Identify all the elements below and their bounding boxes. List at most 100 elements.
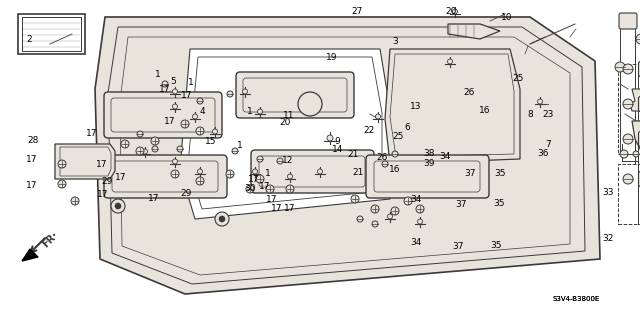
Polygon shape	[95, 17, 600, 294]
Text: 5: 5	[171, 77, 176, 86]
Circle shape	[212, 129, 218, 134]
Text: 10: 10	[501, 13, 513, 22]
Text: 3: 3	[392, 37, 397, 46]
Text: 35: 35	[493, 199, 505, 208]
Circle shape	[623, 134, 633, 144]
Circle shape	[58, 160, 66, 168]
Text: 6: 6	[404, 123, 410, 132]
Circle shape	[286, 185, 294, 193]
Text: 11: 11	[283, 111, 294, 120]
Text: 17: 17	[148, 194, 159, 203]
FancyBboxPatch shape	[639, 131, 640, 146]
Circle shape	[298, 92, 322, 116]
Circle shape	[317, 169, 323, 174]
Text: 1: 1	[156, 70, 161, 78]
FancyBboxPatch shape	[619, 13, 637, 29]
Text: 26: 26	[463, 88, 475, 97]
FancyBboxPatch shape	[251, 150, 374, 193]
Circle shape	[193, 114, 198, 119]
Text: 21: 21	[352, 168, 364, 177]
Text: 17: 17	[159, 85, 171, 94]
Circle shape	[215, 212, 229, 226]
Text: 22: 22	[363, 126, 374, 135]
Text: 35: 35	[495, 169, 506, 178]
Bar	[620, 14, 635, 154]
Text: 32: 32	[602, 234, 614, 243]
Circle shape	[257, 156, 263, 162]
Text: 7: 7	[546, 140, 551, 149]
Circle shape	[287, 174, 292, 179]
Text: 17: 17	[180, 91, 192, 100]
Circle shape	[121, 140, 129, 148]
Circle shape	[253, 169, 257, 174]
Text: 12: 12	[282, 156, 294, 165]
Text: 34: 34	[410, 195, 422, 204]
Circle shape	[633, 151, 639, 157]
Circle shape	[376, 114, 381, 119]
Circle shape	[196, 177, 204, 185]
Text: 34: 34	[410, 238, 422, 247]
Circle shape	[173, 159, 177, 164]
Text: 17: 17	[26, 181, 38, 189]
Text: 17: 17	[284, 204, 295, 213]
Text: 19: 19	[326, 53, 337, 62]
Text: S3V4-B3800E: S3V4-B3800E	[552, 296, 600, 302]
Circle shape	[58, 180, 66, 188]
Circle shape	[243, 89, 248, 94]
Text: 37: 37	[455, 200, 467, 209]
Text: 28: 28	[28, 136, 39, 145]
Circle shape	[137, 131, 143, 137]
Circle shape	[623, 99, 633, 109]
Circle shape	[257, 109, 262, 114]
Text: 1: 1	[237, 141, 242, 150]
Text: 26: 26	[376, 153, 388, 162]
Text: 17: 17	[248, 175, 260, 184]
Text: 25: 25	[513, 74, 524, 83]
Circle shape	[152, 146, 158, 152]
Circle shape	[173, 104, 177, 109]
Text: 37: 37	[465, 169, 476, 178]
Text: 39: 39	[423, 159, 435, 168]
Text: 20: 20	[445, 7, 457, 16]
Text: 1: 1	[188, 78, 193, 87]
Text: 17: 17	[259, 182, 271, 191]
Circle shape	[198, 169, 202, 174]
Text: 2: 2	[26, 35, 31, 44]
Text: 17: 17	[164, 117, 175, 126]
Polygon shape	[632, 121, 640, 154]
Circle shape	[372, 221, 378, 227]
Circle shape	[404, 197, 412, 205]
Circle shape	[351, 195, 359, 203]
Circle shape	[620, 150, 628, 158]
Circle shape	[357, 216, 363, 222]
Circle shape	[115, 203, 121, 209]
Circle shape	[623, 174, 633, 184]
FancyBboxPatch shape	[104, 92, 222, 138]
Circle shape	[538, 99, 543, 104]
Text: 4: 4	[200, 107, 205, 116]
Circle shape	[387, 214, 392, 219]
Text: 20: 20	[279, 118, 291, 127]
Text: 1: 1	[265, 169, 270, 178]
Text: 23: 23	[543, 110, 554, 119]
Text: 17: 17	[26, 155, 38, 164]
Bar	[618, 64, 640, 154]
Circle shape	[71, 197, 79, 205]
Text: S3V4-B3800E: S3V4-B3800E	[552, 296, 600, 302]
Circle shape	[266, 185, 274, 193]
Text: 9: 9	[335, 137, 340, 146]
Text: 16: 16	[388, 165, 400, 174]
FancyBboxPatch shape	[236, 72, 354, 118]
Circle shape	[256, 175, 264, 183]
Circle shape	[181, 120, 189, 128]
Text: 29: 29	[180, 189, 191, 198]
Text: 35: 35	[490, 241, 502, 250]
Text: 17: 17	[97, 190, 108, 199]
Circle shape	[226, 170, 234, 178]
Text: 14: 14	[332, 145, 343, 154]
Circle shape	[111, 199, 125, 213]
Text: 13: 13	[410, 102, 421, 111]
Circle shape	[151, 137, 159, 145]
Circle shape	[173, 89, 177, 94]
Circle shape	[177, 146, 183, 152]
